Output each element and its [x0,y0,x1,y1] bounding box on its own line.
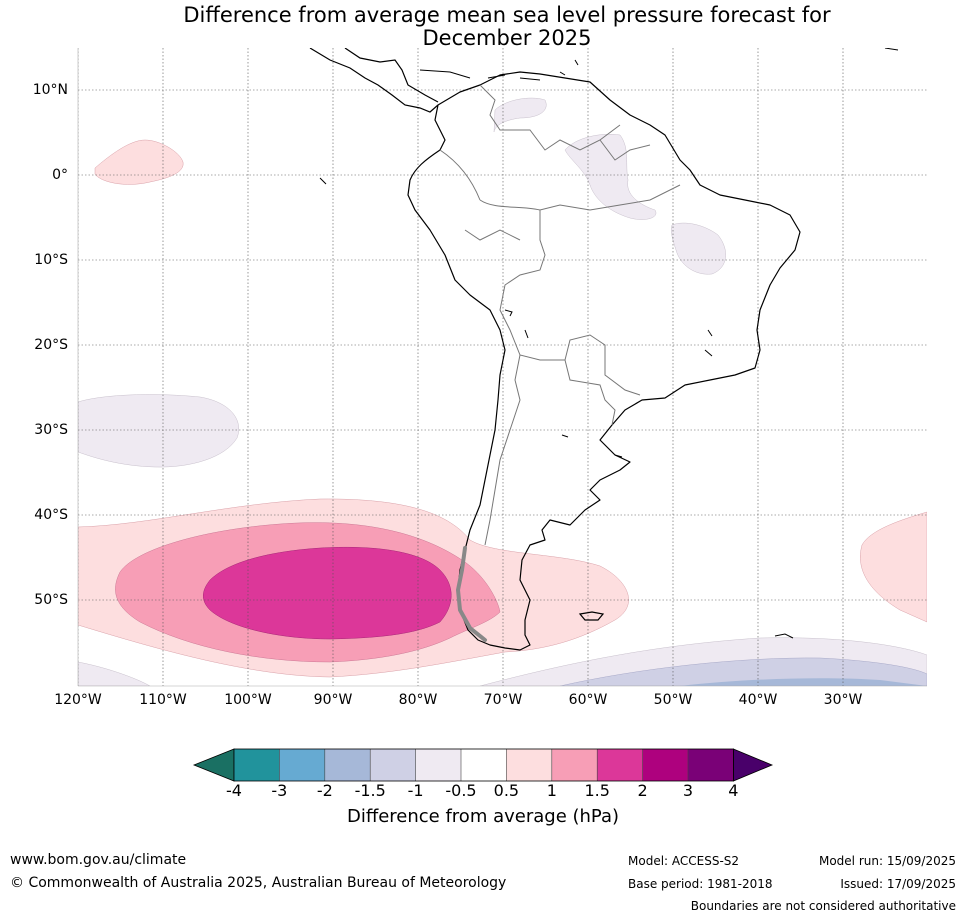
lon-label-110w: 110°W [139,692,187,708]
falkland-islands [578,611,605,621]
issued-text: Issued: 17/09/2025 [840,877,956,891]
title-line-2: December 2025 [422,26,592,50]
colorbar-bin-9 [597,749,643,781]
colorbar-tick: 1.5 [584,781,610,800]
model-run-text: Model run: 15/09/2025 [818,854,956,868]
colorbar-tick: -4 [226,781,242,800]
colorbar-tick: 4 [728,781,739,800]
colorbar-tick: -1 [407,781,424,800]
lat-label-50s: 50°S [34,592,68,608]
website-link[interactable]: www.bom.gov.au/climate [10,852,187,868]
colorbar-bin-5 [415,749,461,781]
chile-archipelago [455,546,487,642]
lon-label-80w: 80°W [398,692,438,708]
colorbar-tick: -0.5 [445,781,477,800]
country-borders [439,84,681,546]
lon-label-70w: 70°W [483,692,523,708]
colorbar-bin-7 [506,749,552,781]
colorbar-tick: 2 [637,781,648,800]
contour-neg-0.5-venezuela [493,97,547,133]
colorbar-tick: -2 [316,781,333,800]
lat-label-10s: 10°S [34,252,68,268]
colorbar-extend-high [733,748,774,782]
south-georgia [774,633,794,639]
colorbar-tick: -1.5 [354,781,386,800]
contour-neg-0.5-brazil [670,222,726,275]
colorbar-bin-11 [688,749,734,781]
contour-pos-0.5-south-atlantic [860,511,927,623]
colorbar-bin-4 [370,749,416,781]
colorbar-bin-8 [551,749,598,781]
lon-label-30w: 30°W [823,692,863,708]
base-period-text: Base period: 1981-2018 [628,877,773,891]
lat-label-20s: 20°S [34,337,68,353]
disclaimer-text: Boundaries are not considered authoritat… [690,899,956,913]
caribbean-islands [419,48,899,81]
contour-pos-1.5-south-pacific [203,546,452,640]
colorbar-bin-2 [279,749,325,781]
title-line-1: Difference from average mean sea level p… [183,3,831,27]
colorbar-bin-10 [642,749,688,781]
lat-label-0: 0° [52,167,68,183]
lat-label-10n: 10°N [32,82,68,98]
colorbar-tick: 0.5 [493,781,520,800]
lon-label-40w: 40°W [738,692,778,708]
copyright-text: © Commonwealth of Australia 2025, Austra… [10,875,507,891]
colorbar-bin-1 [234,749,280,781]
central-america-coastline [309,48,439,113]
map-frame [77,48,927,687]
colorbar-bin-6 [461,749,507,781]
lat-label-40s: 40°S [34,507,68,523]
gridlines [78,48,927,686]
colorbar-bin-3 [324,749,371,781]
lon-label-60w: 60°W [568,692,608,708]
colorbar-label: Difference from average (hPa) [346,806,620,827]
lon-label-50w: 50°W [653,692,693,708]
map-area [78,48,927,686]
contour-neg-0.5-sw-pacific [78,661,151,686]
colorbar-tick: -3 [271,781,288,800]
contour-neg-0.5-west-pacific [78,394,239,468]
south-america-coastline [407,71,801,651]
lon-label-100w: 100°W [224,692,272,708]
lon-label-120w: 120°W [54,692,102,708]
lat-label-30s: 30°S [34,422,68,438]
lakes [319,177,713,458]
colorbar-extend-low [192,748,235,782]
colorbar [192,748,774,782]
colorbar-tick: 1 [546,781,557,800]
model-text: Model: ACCESS-S2 [628,854,740,868]
contour-neg-0.5-amazon [564,134,657,220]
contour-neg-1.5-southern-ocean [680,678,927,686]
contour-pos-0.5-equatorial-pacific [94,139,184,185]
lon-label-90w: 90°W [313,692,353,708]
chart-title: Difference from average mean sea level p… [0,4,965,50]
colorbar-tick: 3 [682,781,694,800]
